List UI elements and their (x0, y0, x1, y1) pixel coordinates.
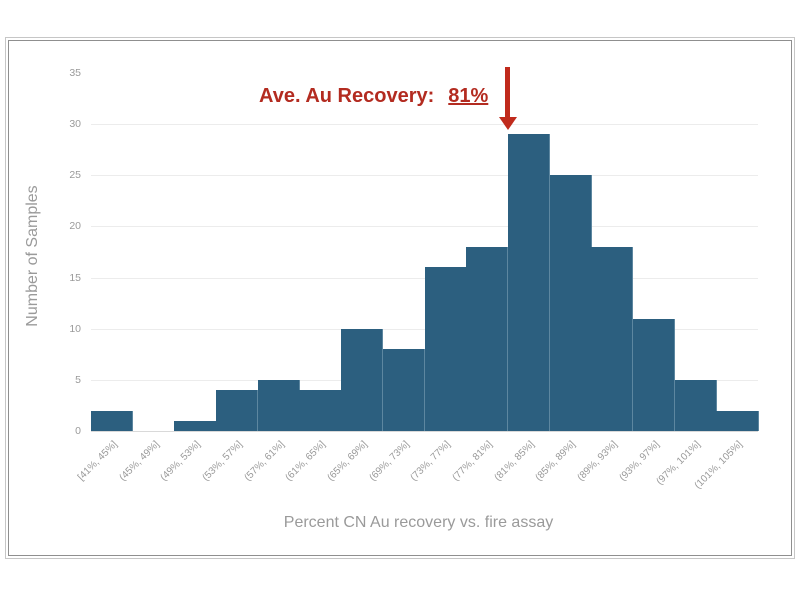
x-axis-title: Percent CN Au recovery vs. fire assay (283, 514, 554, 531)
down-arrow-icon (498, 67, 517, 131)
gridline (91, 226, 758, 228)
histogram-bar (91, 410, 134, 431)
y-tick-label: 10 (69, 322, 81, 335)
annotation-label: Ave. Au Recovery: (259, 85, 435, 107)
y-tick-label: 15 (69, 271, 81, 284)
histogram-bar (216, 390, 259, 431)
y-tick-label: 25 (69, 169, 81, 182)
arrow-head (498, 117, 517, 130)
gridline (91, 124, 758, 126)
histogram-bar (341, 328, 384, 431)
histogram-bar (257, 379, 300, 431)
histogram-bar (674, 379, 717, 431)
gridline (91, 175, 758, 177)
y-tick-label: 20 (69, 220, 81, 233)
histogram-bar (424, 267, 467, 431)
arrow-shaft (505, 67, 511, 117)
histogram-bar (174, 420, 217, 431)
histogram-bar (716, 410, 759, 431)
histogram-bar (299, 390, 342, 431)
y-tick-label: 5 (75, 373, 81, 386)
annotation-value: 81% (448, 85, 489, 107)
histogram-bar (466, 246, 509, 431)
y-tick-label: 30 (69, 118, 81, 131)
y-tick-label: 35 (69, 67, 81, 79)
histogram-bar (507, 134, 551, 431)
y-axis-title: Number of Samples (24, 185, 41, 327)
chart-frame: Ave. Au Recovery: 81% 0 5 10 15 20 25 30 35 [41%… (5, 37, 795, 559)
y-tick-label: 0 (75, 425, 81, 437)
histogram-bar (382, 349, 425, 431)
average-recovery-annotation: Ave. Au Recovery: 81% (259, 85, 488, 108)
plot-area: Ave. Au Recovery: 81% (91, 67, 759, 432)
histogram-bar (549, 175, 592, 431)
histogram-bar (632, 318, 676, 431)
histogram-bar (591, 246, 634, 431)
